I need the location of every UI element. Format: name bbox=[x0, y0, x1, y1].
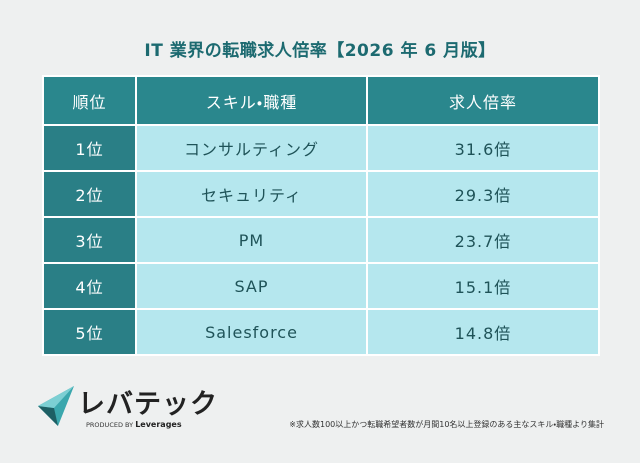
ranking-table: 順位 スキル・職種 求人倍率 1位 コンサルティング 31.6倍 2位 セキュリティ 29.3… bbox=[42, 75, 600, 356]
tagline: PRODUCED BY bbox=[86, 421, 134, 429]
table-cell: SAP bbox=[135, 262, 368, 310]
table-row: 5位 Salesforce 14.8倍 bbox=[42, 308, 600, 356]
rank-cell: 5位 bbox=[42, 308, 137, 356]
table-cell: 31.6倍 bbox=[366, 124, 600, 172]
table-row: 3位 PM 23.7倍 bbox=[42, 216, 600, 264]
table-cell: 29.3倍 bbox=[366, 170, 600, 218]
column-header: 求人倍率 bbox=[366, 75, 600, 126]
table-body: 1位 コンサルティング 31.6倍 2位 セキュリティ 29.3倍 3位 PM 23.7倍 4位 S… bbox=[42, 124, 600, 356]
title: IT 業界の転職求人倍率【2026 年 6 月版】 bbox=[144, 41, 496, 61]
logo-tagline: PRODUCED BY Leverages bbox=[86, 420, 182, 429]
header-row: 順位 スキル・職種 求人倍率 bbox=[42, 75, 600, 126]
table-cell: Salesforce bbox=[135, 308, 368, 356]
table-cell: PM bbox=[135, 216, 368, 264]
table-cell: 23.7倍 bbox=[366, 216, 600, 264]
logo-name: レバテック bbox=[78, 389, 218, 420]
footnote: ※求人数100以上かつ転職希望者数が月間10名以上登録のある主なスキル・職種より… bbox=[289, 420, 604, 429]
brand: Leverages bbox=[135, 420, 182, 429]
table-cell: 14.8倍 bbox=[366, 308, 600, 356]
table-cell: 15.1倍 bbox=[366, 262, 600, 310]
table-cell: セキュリティ bbox=[135, 170, 368, 218]
column-header: 順位 bbox=[42, 75, 137, 126]
rank-cell: 2位 bbox=[42, 170, 137, 218]
table-row: 1位 コンサルティング 31.6倍 bbox=[42, 124, 600, 172]
logo-icon bbox=[38, 386, 74, 426]
column-header: スキル・職種 bbox=[135, 75, 368, 126]
table-cell: コンサルティング bbox=[135, 124, 368, 172]
table-row: 2位 セキュリティ 29.3倍 bbox=[42, 170, 600, 218]
rank-cell: 4位 bbox=[42, 262, 137, 310]
table-row: 4位 SAP 15.1倍 bbox=[42, 262, 600, 310]
rank-cell: 3位 bbox=[42, 216, 137, 264]
logo: レバテック PRODUCED BY Leverages bbox=[36, 380, 236, 440]
rank-cell: 1位 bbox=[42, 124, 137, 172]
